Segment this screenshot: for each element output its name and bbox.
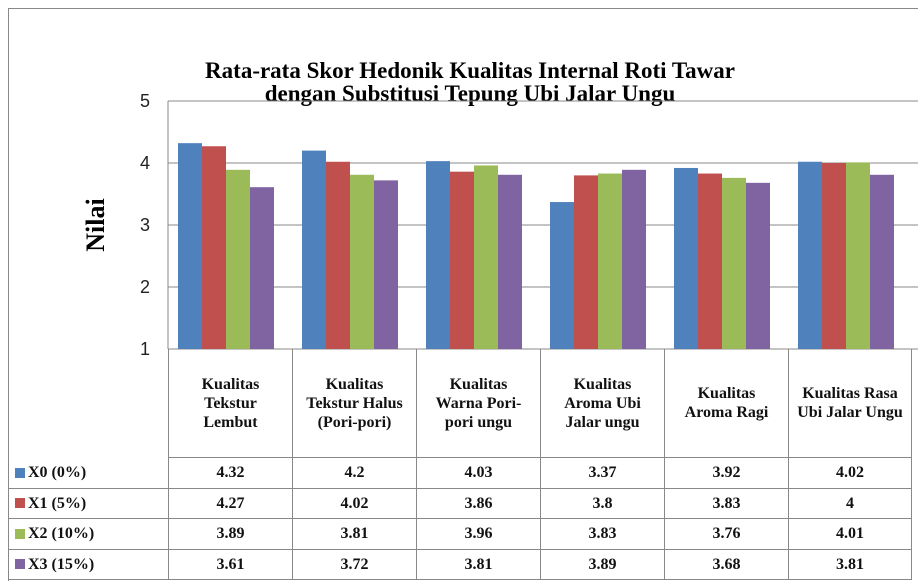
bar [326,161,350,349]
bar [622,169,646,349]
bar [202,146,226,349]
y-tick-label: 5 [140,91,150,111]
bar [178,143,202,349]
chart-title: Rata-rata Skor Hedonik Kualitas Internal… [205,58,735,83]
bar [598,173,622,349]
bar [226,169,250,349]
bar [350,174,374,349]
table-value: 3.83 [664,488,788,519]
bar [302,150,326,349]
table-value: 3.96 [416,519,540,550]
legend-swatch [15,559,25,570]
bar [550,202,574,349]
bar [822,163,846,349]
bar [746,182,770,349]
table-header-cell: Kualitas Aroma Ubi Jalar ungu [540,349,664,458]
chart-subtitle: dengan Substitusi Tepung Ubi Jalar Ungu [265,81,676,106]
chart-frame [8,8,918,581]
table-value: 4.32 [168,458,292,489]
bar [426,161,450,349]
table-value: 3.72 [292,549,416,580]
table-value: 4.27 [168,488,292,519]
table-value: 3.92 [664,458,788,489]
legend-label: X3 (15%) [28,555,95,573]
bar [474,165,498,349]
table-value: 3.81 [416,549,540,580]
bar [450,171,474,349]
bar [698,173,722,349]
table-value: 4.02 [788,458,912,489]
table-value: 3.37 [540,458,664,489]
table-value: 4.03 [416,458,540,489]
legend-swatch [15,498,25,509]
table-value: 4.02 [292,488,416,519]
table-value: 3.76 [664,519,788,550]
legend-cell: X1 (5%) [8,488,168,519]
legend-label: X0 (0%) [28,464,87,482]
bar [250,187,274,349]
bar [574,175,598,349]
table-value: 3.8 [540,488,664,519]
table-value: 4 [788,488,912,519]
bar [722,177,746,349]
y-axis-label: Nilai [81,198,110,251]
table-header-cell: Kualitas Tekstur Halus (Pori-pori) [292,349,416,458]
y-tick-label: 4 [140,153,150,173]
bar [870,174,894,349]
table-value: 3.86 [416,488,540,519]
legend-swatch [15,528,25,539]
table-value: 3.81 [788,549,912,580]
table-value: 4.2 [292,458,416,489]
y-tick-label: 2 [140,277,150,297]
table-value: 4.01 [788,519,912,550]
table-value: 3.89 [540,549,664,580]
table-value: 3.89 [168,519,292,550]
bar [374,180,398,349]
table-header-cell: Kualitas Warna Pori-pori ungu [416,349,540,458]
table-value: 3.83 [540,519,664,550]
bar [846,162,870,349]
legend-label: X1 (5%) [28,494,87,512]
table-value: 3.68 [664,549,788,580]
y-tick-label: 3 [140,215,150,235]
table-value: 3.61 [168,549,292,580]
table-header-cell: Kualitas Tekstur Lembut [168,349,292,458]
legend-label: X2 (10%) [28,525,95,543]
table-value: 3.81 [292,519,416,550]
table-header-cell: Kualitas Aroma Ragi [664,349,788,458]
legend-swatch [15,467,25,478]
legend-cell: X2 (10%) [8,519,168,550]
table-header-cell: Kualitas Rasa Ubi Jalar Ungu [788,349,912,458]
y-tick-label: 1 [140,339,150,359]
bar [798,161,822,349]
bar [498,174,522,349]
legend-cell: X0 (0%) [8,458,168,489]
legend-cell: X3 (15%) [8,549,168,580]
bar [674,167,698,349]
